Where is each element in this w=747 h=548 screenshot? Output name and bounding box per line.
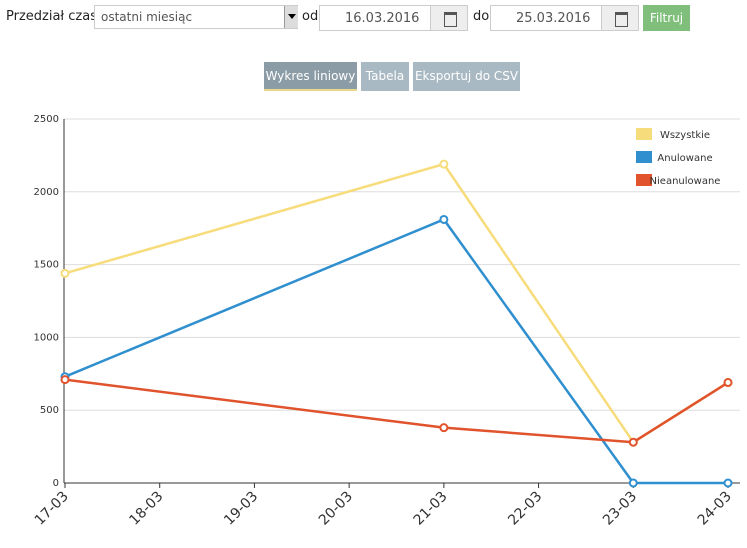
x-tick-label: 21-03 (411, 489, 451, 529)
legend-swatch (636, 151, 652, 163)
tab[interactable]: Tabela (361, 62, 409, 91)
range-select[interactable]: ostatni miesiąc (94, 5, 298, 29)
to-calendar[interactable] (601, 5, 639, 31)
x-tick-label: 19-03 (221, 489, 261, 529)
point (628, 437, 638, 447)
point (628, 437, 638, 447)
point (723, 378, 733, 388)
point (723, 478, 733, 488)
series-line (64, 217, 728, 485)
from-input[interactable]: 16.03.2016 (319, 5, 431, 31)
x-tick-label: 20-03 (316, 489, 356, 529)
filter-button[interactable]: Filtruj (643, 5, 690, 31)
legend-label: Wszystkie (660, 130, 710, 141)
point (60, 375, 70, 385)
point (60, 372, 70, 382)
from-calendar[interactable] (430, 5, 468, 31)
legend-label: Anulowane (657, 153, 712, 164)
point (723, 378, 733, 388)
point (439, 159, 449, 169)
tab[interactable]: Wykres liniowy (264, 62, 357, 91)
y-tick-label: 2000 (34, 187, 59, 198)
series-line (64, 162, 729, 444)
y-tick-label: 1500 (34, 260, 59, 271)
from-label: od (302, 9, 319, 24)
point (628, 478, 638, 488)
y-tick-label: 1000 (34, 332, 59, 343)
point (60, 268, 70, 278)
point (439, 423, 449, 433)
y-tick-label: 500 (40, 405, 59, 416)
x-tick-label: 22-03 (505, 489, 545, 529)
series-line (64, 378, 729, 444)
legend-swatch (636, 174, 652, 186)
y-tick-label: 2500 (34, 114, 59, 125)
select-arrow (284, 6, 298, 28)
tab[interactable]: Eksportuj do CSV (413, 62, 520, 91)
x-tick-label: 18-03 (126, 489, 166, 529)
y-tick-label: 0 (53, 478, 59, 489)
x-tick-label: 24-03 (695, 489, 735, 529)
legend-swatch (636, 128, 652, 140)
x-tick-label: 17-03 (32, 489, 72, 529)
point (439, 214, 449, 224)
range-label: Przedział czasu (6, 9, 106, 24)
legend-label: Nieanulowane (650, 176, 721, 187)
x-tick-label: 23-03 (600, 489, 640, 529)
to-input[interactable]: 25.03.2016 (490, 5, 602, 31)
to-label: do (473, 9, 490, 24)
